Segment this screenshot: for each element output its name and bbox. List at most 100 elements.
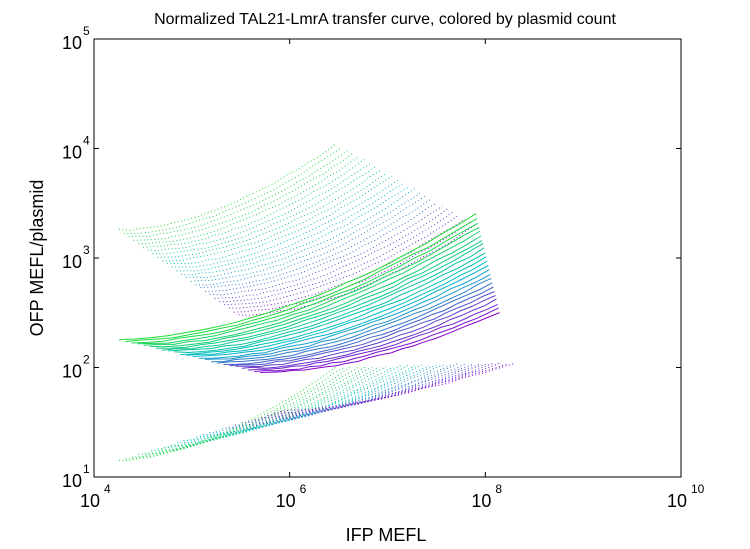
y-tick-label: 10 (62, 33, 82, 53)
spread-curve (123, 146, 343, 235)
median-curve (260, 312, 500, 373)
spread-curve (162, 172, 387, 262)
spread-curve (185, 188, 415, 279)
spread-curve (157, 366, 380, 450)
x-axis-label: IFP MEFL (346, 525, 427, 545)
median-curve (143, 230, 481, 346)
x-tick-exponent: 8 (495, 482, 502, 496)
median-curve (223, 286, 494, 365)
median-curve (125, 218, 478, 342)
axes-box (93, 38, 682, 478)
spread-curve (190, 192, 421, 282)
spread-curve (209, 364, 437, 434)
spread-curve (254, 363, 487, 421)
band-lower_dotted (118, 362, 515, 462)
y-axis-label: OFP MEFL/plasmid (27, 180, 47, 337)
spread-curve (128, 150, 348, 238)
median-curve (198, 269, 490, 359)
y-tick-label: 10 (62, 362, 82, 382)
median-curve (149, 235, 482, 348)
spread-curve (238, 224, 477, 316)
spread-curve (219, 211, 454, 303)
spread-curve (214, 207, 449, 299)
median-curve (161, 243, 484, 351)
y-tick-exponent: 4 (83, 134, 90, 148)
median-curve (192, 265, 489, 357)
spread-curve (224, 214, 460, 306)
median-curve (229, 291, 495, 367)
spread-curve (147, 163, 371, 252)
x-tick-exponent: 6 (300, 482, 307, 496)
median-curve (235, 295, 496, 368)
spread-curve (144, 366, 366, 454)
spread-curve (118, 143, 337, 232)
median-curve (174, 252, 486, 354)
spread-curve (222, 364, 451, 430)
spread-curve (195, 195, 426, 286)
spread-curve (131, 366, 351, 458)
median-curve (211, 277, 492, 363)
spread-curve (241, 364, 473, 424)
spread-curve (152, 166, 376, 255)
x-tick-label: 10 (80, 491, 100, 511)
spread-curve (171, 179, 398, 268)
x-tick-label: 10 (471, 491, 491, 511)
x-tick-label: 10 (276, 491, 296, 511)
spread-curve (183, 364, 408, 441)
band-upper_dotted (118, 143, 477, 316)
median-curve (131, 222, 479, 344)
spread-curve (204, 202, 438, 292)
median-curve (204, 273, 491, 360)
spread-curve (142, 159, 365, 249)
spread-curve (176, 365, 401, 444)
median-curve (137, 226, 480, 345)
spread-curve (209, 205, 443, 296)
spread-curve (247, 363, 480, 422)
spread-curve (181, 186, 410, 276)
spread-curve (170, 366, 394, 446)
spread-curve (200, 198, 432, 289)
median-curve (247, 303, 498, 371)
median-curve (180, 256, 487, 356)
y-tick-exponent: 5 (83, 24, 90, 38)
spread-curve (164, 366, 387, 449)
y-tick-label: 10 (62, 471, 82, 491)
median-curve (168, 247, 485, 352)
band-median_solid (118, 213, 500, 373)
spread-curve (157, 169, 382, 258)
x-tick-label: 10 (667, 491, 687, 511)
spread-curve (176, 183, 404, 272)
spread-curve (202, 365, 430, 436)
median-curve (217, 282, 493, 364)
x-tick-exponent: 4 (104, 482, 111, 496)
y-tick-exponent: 1 (83, 462, 90, 476)
spread-curve (267, 362, 501, 416)
x-tick-exponent: 10 (691, 482, 705, 496)
x-axis: 10 4 10 6 10 8 10 10 (80, 39, 705, 511)
spread-curve (125, 367, 344, 460)
plot-area (118, 143, 515, 462)
median-curve (241, 298, 497, 369)
spread-curve (233, 221, 471, 313)
spread-curve (196, 364, 423, 438)
spread-curve (151, 366, 373, 452)
y-tick-exponent: 2 (83, 353, 90, 367)
spread-curve (280, 362, 515, 413)
median-curve (254, 307, 499, 373)
spread-curve (228, 363, 458, 429)
y-tick-exponent: 3 (83, 243, 90, 257)
spread-curve (215, 364, 444, 433)
spread-curve (138, 367, 359, 455)
spread-curve (138, 156, 359, 245)
median-curve (186, 260, 488, 356)
spread-curve (189, 365, 416, 441)
y-tick-label: 10 (62, 252, 82, 272)
spread-curve (133, 152, 354, 241)
median-curve (155, 240, 483, 349)
chart-title: Normalized TAL21-LmrA transfer curve, co… (154, 11, 616, 28)
spread-curve (273, 363, 508, 414)
median-curve (118, 213, 477, 341)
y-tick-label: 10 (62, 143, 82, 163)
